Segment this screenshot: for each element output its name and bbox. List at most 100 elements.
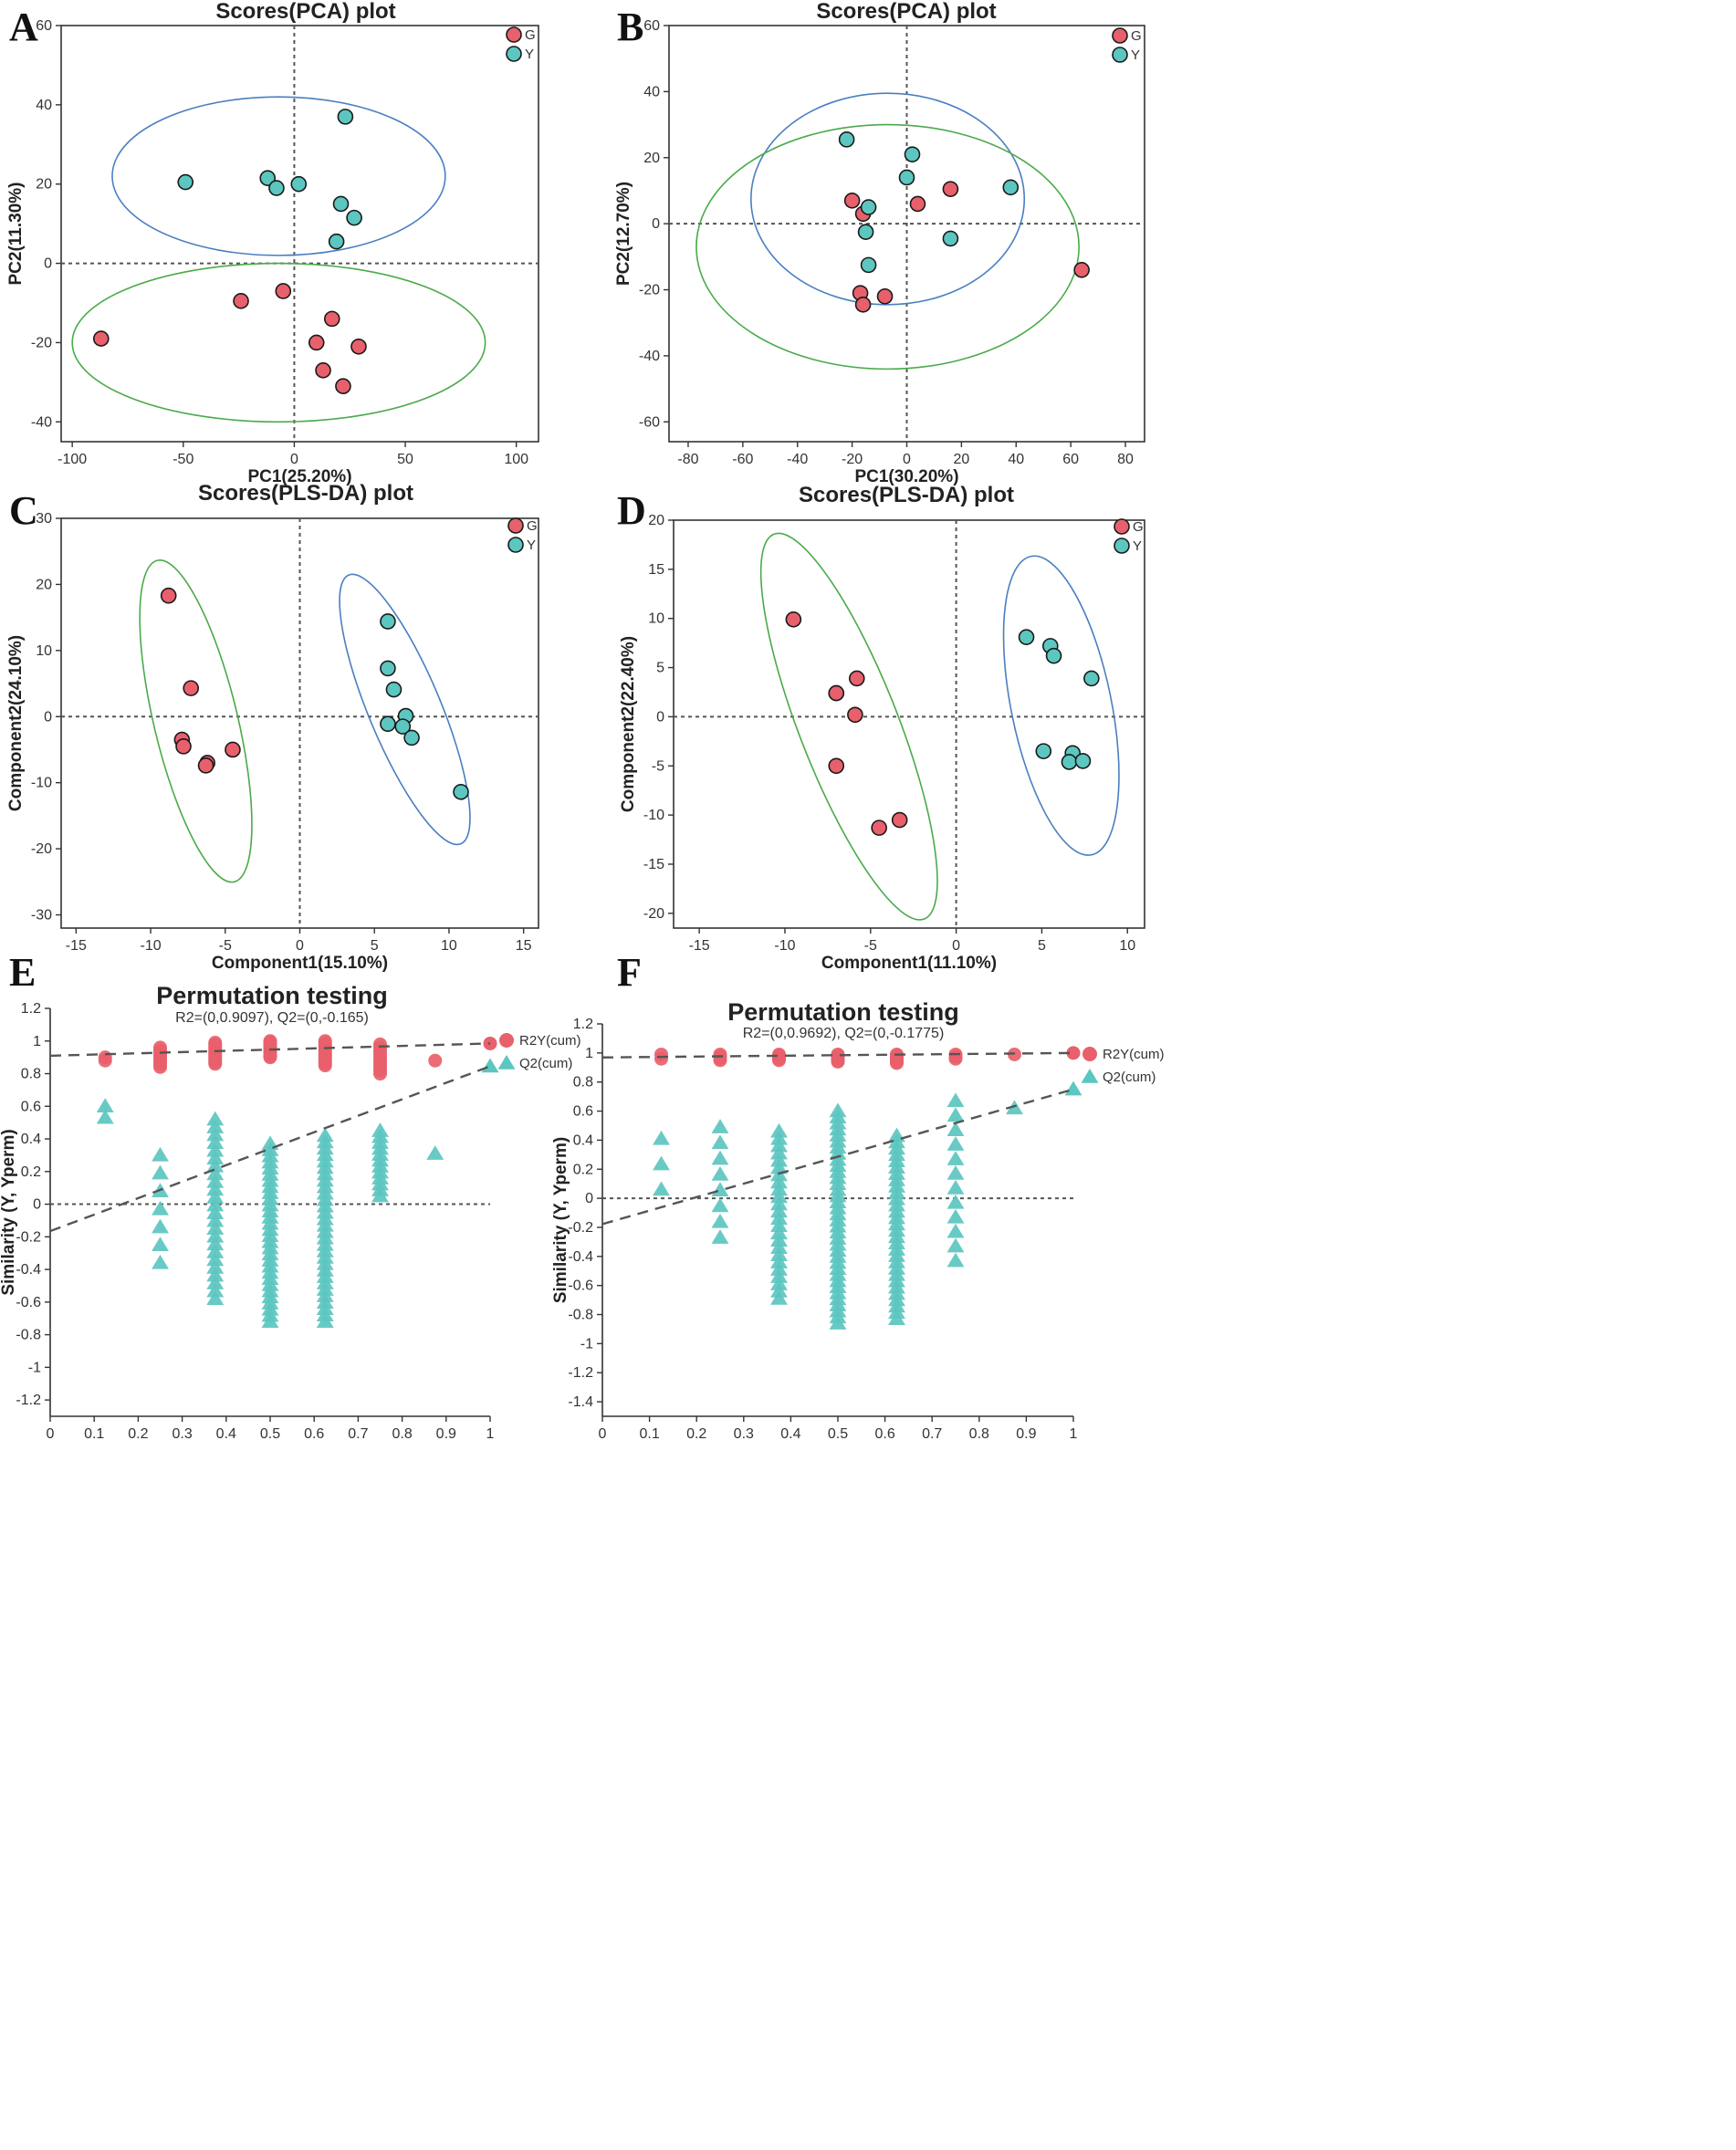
x-tick-label: 80 bbox=[1117, 452, 1134, 467]
x-tick-label: 0.3 bbox=[172, 1426, 192, 1442]
plot-title: Permutation testing bbox=[727, 998, 959, 1026]
y-tick-label: 10 bbox=[648, 611, 664, 627]
y-axis-title: Component2(24.10%) bbox=[6, 635, 26, 811]
q2-permutation-point bbox=[206, 1181, 225, 1196]
legend-label-q2: Q2(cum) bbox=[519, 1056, 572, 1071]
r2y-permutation-point bbox=[713, 1047, 727, 1061]
legend-label-r2y: R2Y(cum) bbox=[1103, 1047, 1165, 1062]
x-tick-label: 0.7 bbox=[348, 1426, 368, 1442]
r2y-actual-point bbox=[1066, 1046, 1081, 1060]
panel-label-d: D bbox=[617, 488, 646, 533]
y-tick-label: -10 bbox=[643, 808, 664, 823]
q2-permutation-point bbox=[770, 1137, 788, 1153]
panel-d: -15 -10 -5 0 5 10 -20 -15 -10 -5 0 5 10 15 20 GY Scores(… bbox=[617, 483, 1145, 973]
y-tick-label: -0.4 bbox=[568, 1249, 593, 1265]
x-tick-label: -15 bbox=[66, 938, 87, 954]
x-tick-label: 0.5 bbox=[260, 1426, 280, 1442]
q2-permutation-point bbox=[770, 1261, 788, 1276]
x-tick-label: 0.6 bbox=[304, 1426, 324, 1442]
q2-permutation-point bbox=[206, 1251, 225, 1267]
panel-c: -15 -10 -5 0 5 10 15 -30 -20 -10 0 10 20 30 GY Scores(P… bbox=[6, 481, 539, 973]
y-tick-label: 0.6 bbox=[573, 1104, 593, 1120]
score-point-g bbox=[909, 195, 926, 213]
q2-permutation-point bbox=[770, 1276, 788, 1290]
x-tick-label: 0 bbox=[290, 452, 298, 467]
plot-title: Scores(PCA) plot bbox=[816, 0, 996, 24]
q2-permutation-point bbox=[206, 1227, 225, 1243]
q2-permutation-point bbox=[711, 1119, 729, 1133]
q2-permutation-point bbox=[770, 1152, 788, 1167]
confidence-ellipse-y bbox=[339, 573, 471, 846]
q2-permutation-point bbox=[152, 1146, 169, 1162]
y-tick-label: 1 bbox=[585, 1046, 593, 1061]
score-point-g bbox=[871, 819, 887, 836]
score-point-g bbox=[160, 587, 177, 604]
y-tick-label: 60 bbox=[36, 18, 52, 34]
q2-permutation-point bbox=[946, 1252, 965, 1268]
y-tick-label: -0.6 bbox=[568, 1279, 593, 1294]
panel-label-c: C bbox=[9, 488, 38, 533]
q2-permutation-point bbox=[206, 1196, 225, 1212]
x-tick-label: 20 bbox=[953, 452, 969, 467]
x-tick-label: -20 bbox=[842, 452, 863, 467]
y-tick-label: -5 bbox=[652, 758, 664, 774]
q2-permutation-point bbox=[770, 1195, 788, 1211]
x-tick-label: 0.1 bbox=[639, 1426, 659, 1442]
x-tick-label: 40 bbox=[1008, 452, 1024, 467]
y-tick-label: -15 bbox=[643, 857, 664, 872]
q2-permutation-point bbox=[152, 1218, 169, 1234]
legend-label-q2: Q2(cum) bbox=[1103, 1070, 1156, 1085]
score-point-y bbox=[1035, 743, 1052, 759]
x-tick-label: 0.1 bbox=[84, 1426, 104, 1442]
q2-permutation-point bbox=[946, 1151, 965, 1165]
score-point-g bbox=[1073, 262, 1090, 278]
score-point-y bbox=[394, 718, 412, 735]
y-tick-label: -20 bbox=[643, 906, 664, 922]
score-point-y bbox=[898, 169, 915, 186]
q2-permutation-point bbox=[711, 1134, 729, 1150]
q2-permutation-point bbox=[946, 1092, 965, 1108]
legend-marker-y bbox=[507, 537, 524, 553]
x-tick-label: 0.6 bbox=[874, 1426, 894, 1442]
y-tick-label: -0.4 bbox=[16, 1262, 41, 1278]
x-tick-label: 1 bbox=[486, 1426, 495, 1442]
x-tick-label: 100 bbox=[504, 452, 528, 467]
x-tick-label: 15 bbox=[516, 938, 532, 954]
score-point-g bbox=[197, 757, 214, 774]
q2-permutation-point bbox=[206, 1259, 225, 1274]
r2y-permutation-point bbox=[772, 1047, 786, 1061]
x-tick-label: -50 bbox=[173, 452, 193, 467]
x-tick-label: 0.2 bbox=[128, 1426, 148, 1442]
score-point-g bbox=[275, 283, 292, 299]
legend-marker-g bbox=[1114, 518, 1130, 535]
score-point-y bbox=[385, 681, 403, 698]
y-tick-label: -1 bbox=[580, 1336, 593, 1352]
panel-label-e: E bbox=[9, 950, 36, 995]
y-tick-label: -1.2 bbox=[16, 1393, 41, 1408]
q2-regression-line bbox=[601, 1088, 1074, 1226]
y-axis-title: Similarity (Y, Yperm) bbox=[0, 1129, 18, 1295]
y-tick-label: 40 bbox=[643, 84, 660, 99]
score-point-y bbox=[1074, 753, 1092, 769]
q2-permutation-point bbox=[206, 1290, 225, 1306]
legend-label-y: Y bbox=[1131, 47, 1140, 63]
y-tick-label: 0 bbox=[33, 1197, 41, 1213]
legend-marker-g bbox=[1112, 27, 1128, 44]
x-axis-title: PC1(25.20%) bbox=[247, 467, 351, 486]
score-point-y bbox=[838, 131, 855, 148]
x-tick-label: -100 bbox=[58, 452, 87, 467]
q2-permutation-point bbox=[770, 1239, 788, 1255]
score-point-g bbox=[848, 670, 865, 687]
plot-title: Permutation testing bbox=[156, 982, 388, 1009]
q2-permutation-point bbox=[770, 1174, 788, 1189]
q2-permutation-point bbox=[770, 1130, 788, 1145]
score-point-g bbox=[843, 193, 861, 209]
legend-marker-q2 bbox=[1081, 1069, 1099, 1083]
q2-permutation-point bbox=[371, 1122, 389, 1137]
y-tick-label: 0.8 bbox=[573, 1075, 593, 1091]
confidence-ellipse-g bbox=[759, 532, 938, 921]
x-tick-label: 60 bbox=[1062, 452, 1079, 467]
q2-permutation-point bbox=[770, 1268, 788, 1283]
score-point-g bbox=[335, 378, 351, 395]
score-point-g bbox=[92, 330, 110, 347]
